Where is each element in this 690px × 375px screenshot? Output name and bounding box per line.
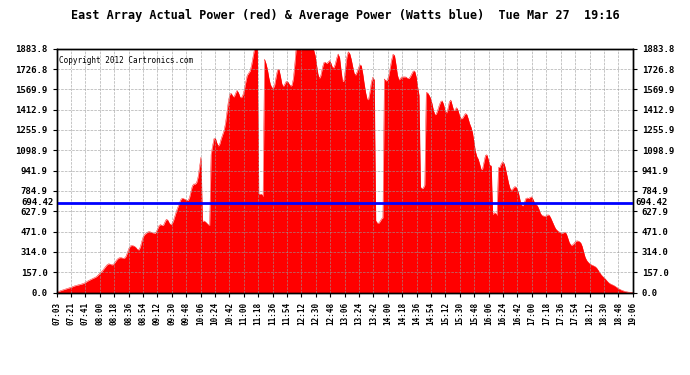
Text: East Array Actual Power (red) & Average Power (Watts blue)  Tue Mar 27  19:16: East Array Actual Power (red) & Average … [70,9,620,22]
Text: Copyright 2012 Cartronics.com: Copyright 2012 Cartronics.com [59,56,194,65]
Text: 694.42: 694.42 [635,198,668,207]
Text: 694.42: 694.42 [21,198,54,207]
